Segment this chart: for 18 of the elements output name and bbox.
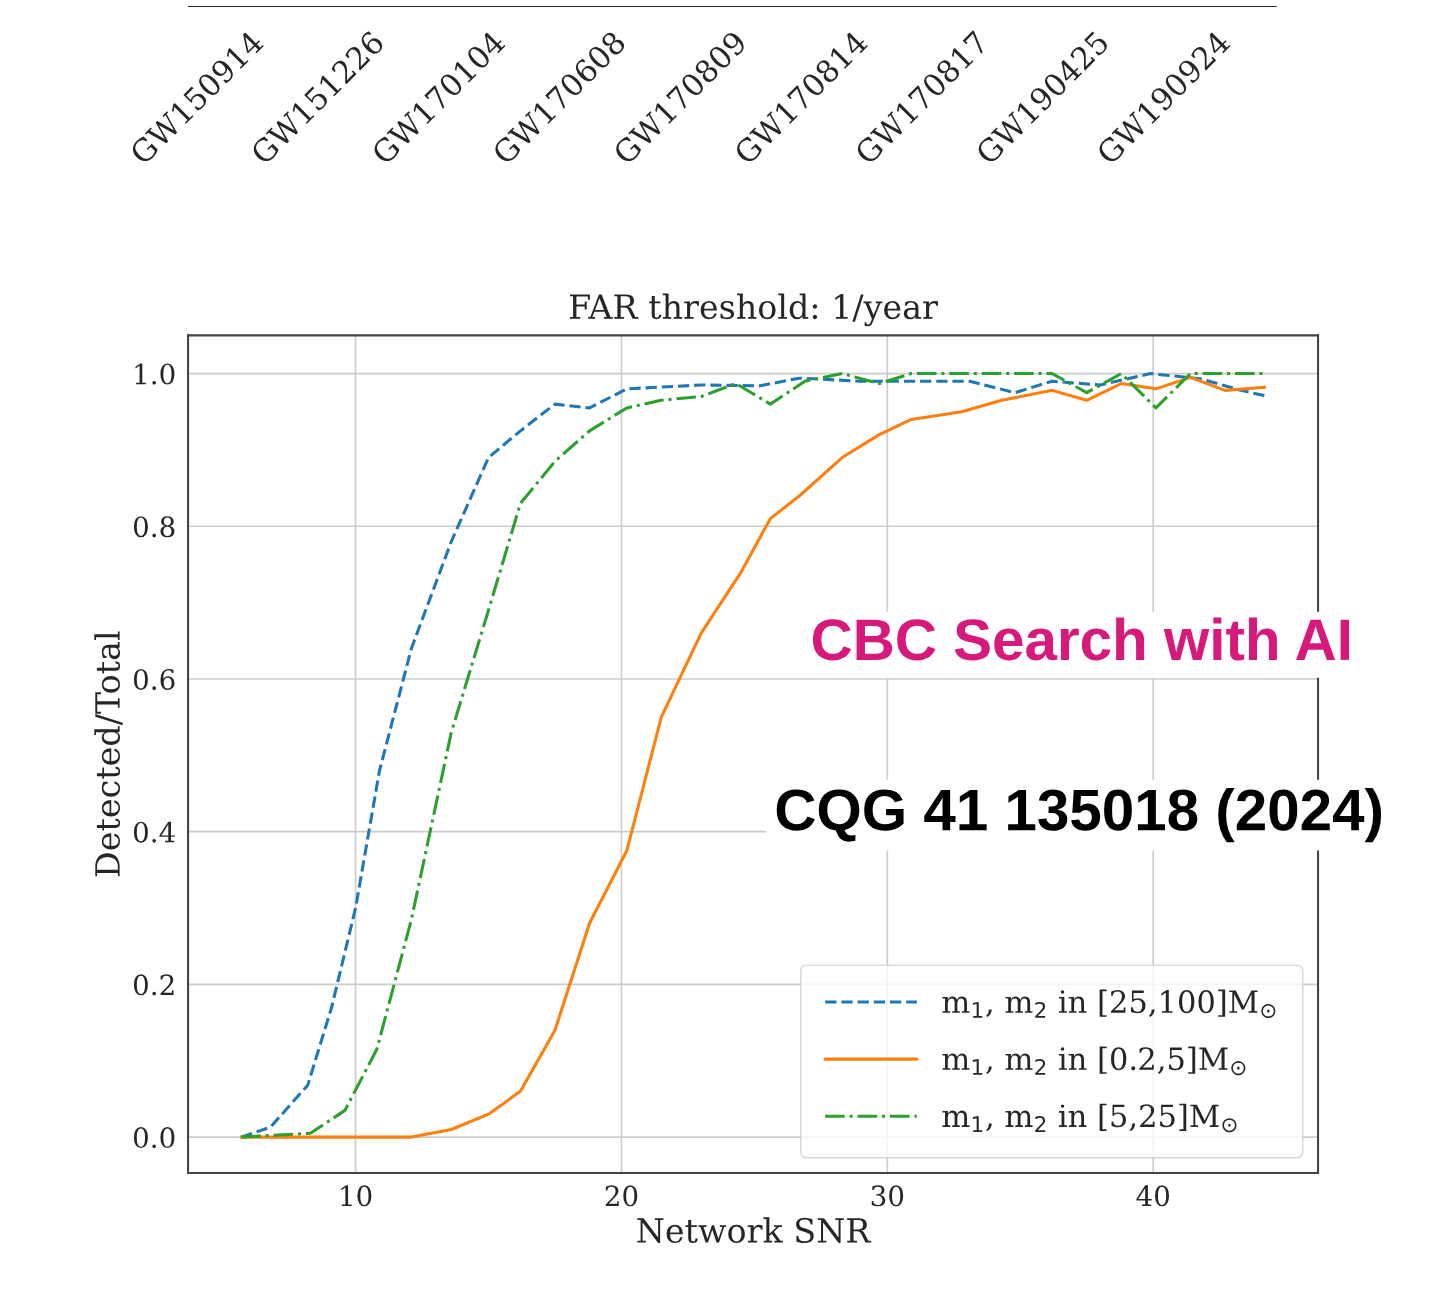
y-tick-label: 0.0: [133, 1127, 175, 1149]
y-tick-label: 0.8: [133, 516, 175, 538]
y-tick-label: 0.2: [133, 974, 174, 996]
annotation: CBC Search with AI: [812, 617, 1349, 661]
y-tick-label: 0.6: [133, 668, 175, 690]
x-tick-label: 40: [1136, 1185, 1170, 1207]
legend-label: m$_{1}$, m$_{2}$ in [5,25]M$_{⊙}$: [942, 1103, 1237, 1133]
annotation: CQG 41 135018 (2024): [776, 787, 1382, 843]
y-tick-label: 1.0: [135, 363, 175, 385]
x-tick-label: 30: [871, 1185, 904, 1207]
chart-title: FAR threshold: 1/year: [570, 293, 938, 327]
x-tick-label: 10: [341, 1185, 372, 1207]
legend-label: m$_{1}$, m$_{2}$ in [25,100]M$_{⊙}$: [942, 989, 1276, 1019]
y-axis-title: Detected/Total: [94, 631, 123, 877]
x-tick-label: 20: [605, 1185, 638, 1207]
y-tick-label: 0.4: [133, 821, 175, 843]
legend-label: m$_{1}$, m$_{2}$ in [0.2,5]M$_{⊙}$: [942, 1046, 1246, 1076]
x-axis-title: Network SNR: [637, 1217, 872, 1244]
